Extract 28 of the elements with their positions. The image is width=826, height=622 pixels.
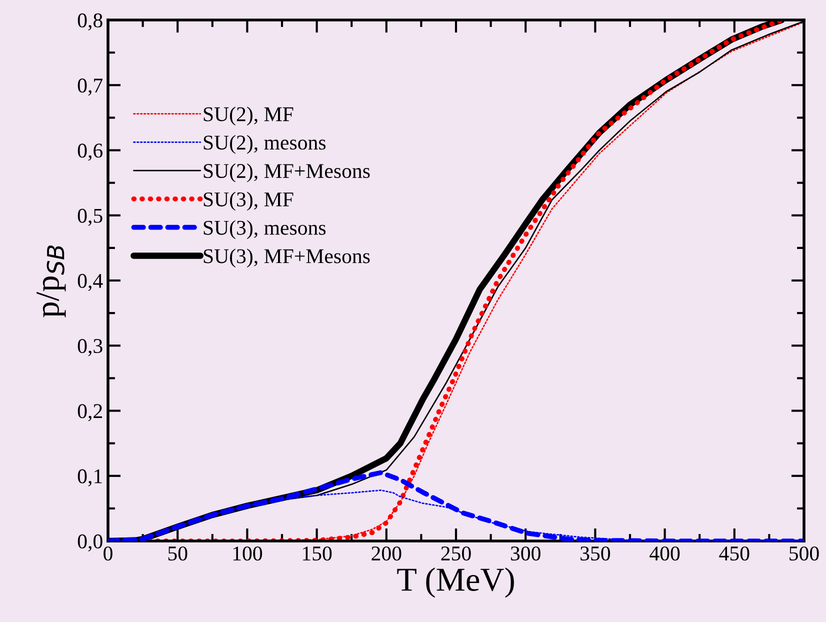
y-tick-label: 0,5 (78, 208, 102, 226)
x-tick-label: 350 (580, 546, 610, 561)
y-axis-title: p/p$_{SB}$ (36, 246, 66, 318)
legend-label: SU(3), mesons (204, 220, 326, 240)
y-tick-label: 0,1 (78, 469, 102, 486)
y-tick-label: 0,3 (78, 339, 102, 356)
x-tick-label: 400 (650, 546, 680, 561)
x-tick-label: 300 (510, 546, 540, 561)
y-tick-label: 0,8 (78, 13, 102, 30)
legend-label: SU(2), MF (204, 106, 294, 126)
legend-label: SU(2), MF+Mesons (204, 163, 370, 182)
x-tick-label: 100 (233, 546, 262, 561)
x-tick-label: 450 (719, 546, 750, 561)
legend-label: SU(3), MF (204, 192, 294, 211)
x-axis-title: T (MeV) (397, 568, 514, 598)
legend-label: SU(2), mesons (204, 135, 326, 154)
legend-label: SU(3), MF+Mesons (204, 248, 370, 268)
x-tick-label: 200 (372, 546, 402, 561)
x-tick-label: 250 (441, 546, 471, 561)
y-tick-label: 0,4 (78, 274, 103, 291)
y-tick-label: 0,2 (78, 404, 102, 422)
x-tick-label: 0 (104, 546, 112, 561)
x-tick-label: 50 (168, 546, 188, 561)
y-tick-label: 0,7 (78, 78, 103, 96)
y-tick-label: 0,6 (78, 144, 103, 161)
x-tick-label: 500 (790, 546, 819, 561)
x-tick-label: 150 (303, 546, 332, 561)
y-tick-label: 0,0 (78, 534, 102, 552)
